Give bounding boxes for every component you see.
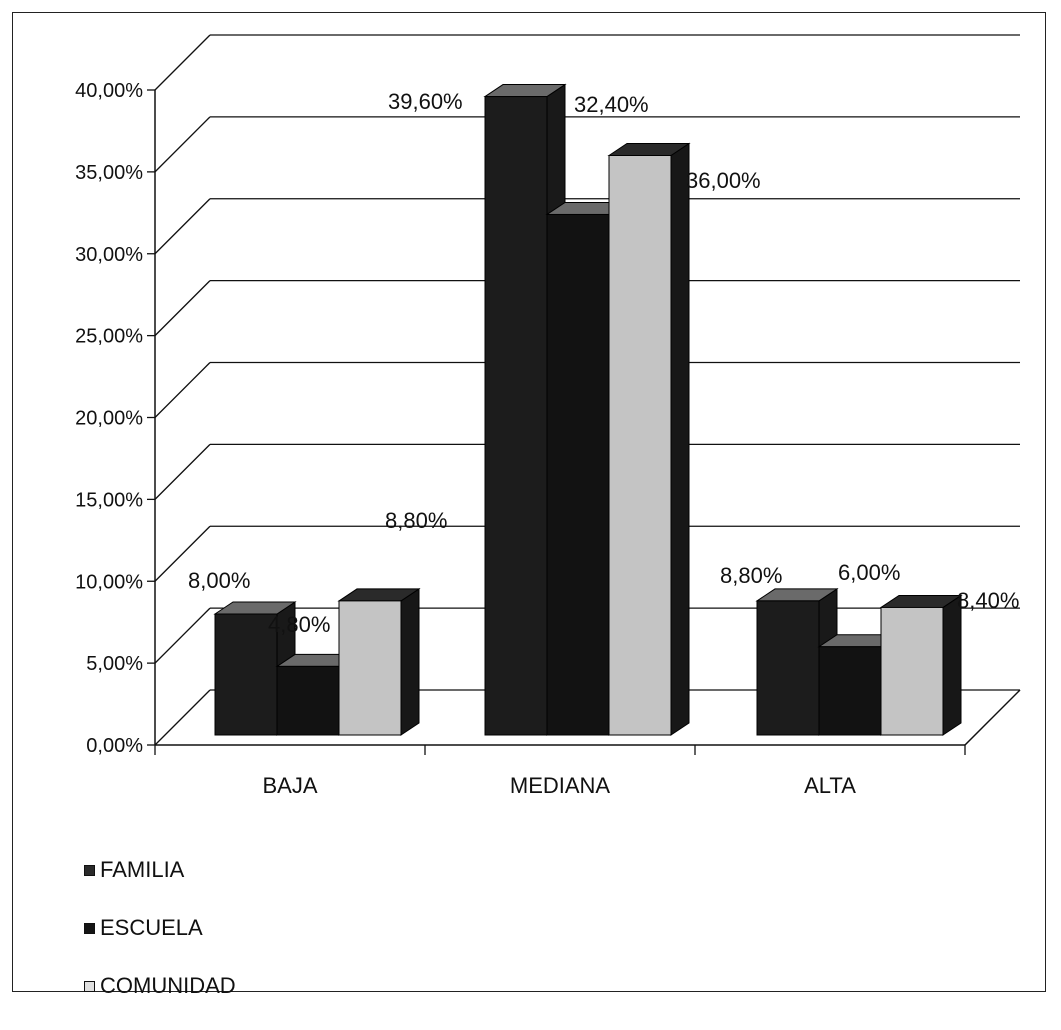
legend-swatch-comunidad	[84, 980, 95, 992]
legend-swatch-familia	[84, 864, 95, 876]
side-grid-line	[154, 198, 211, 255]
bar	[214, 613, 278, 736]
x-tick-label: MEDIANA	[510, 773, 611, 798]
y-tick-label: 0,00%	[86, 735, 143, 757]
side-grid-line	[154, 607, 211, 664]
y-tick-label: 30,00%	[75, 244, 143, 266]
data-label: 4,80%	[268, 612, 330, 637]
bar	[276, 665, 340, 736]
data-label: 8,00%	[188, 568, 250, 593]
side-grid-line	[154, 362, 211, 418]
legend-item-comunidad: COMUNIDAD	[84, 972, 236, 1000]
data-label: 39,60%	[388, 89, 463, 114]
data-label: 8,80%	[385, 508, 447, 533]
bar	[880, 606, 944, 736]
floor-edge	[964, 689, 1021, 746]
bar-side	[670, 142, 690, 736]
bar	[818, 646, 882, 736]
y-tick-label: 40,00%	[75, 80, 143, 102]
bar	[756, 600, 820, 736]
side-grid-line	[154, 525, 211, 582]
y-tick-label: 25,00%	[75, 326, 143, 348]
bar	[608, 155, 672, 736]
data-label: 6,00%	[838, 560, 900, 585]
side-grid-line	[154, 116, 211, 173]
data-label: 8,80%	[720, 563, 782, 588]
bar-side	[942, 594, 962, 736]
data-label: 32,40%	[574, 92, 649, 117]
legend-swatch-escuela	[84, 922, 95, 934]
data-label: 36,00%	[686, 168, 761, 193]
bar	[338, 600, 402, 736]
side-grid-line	[154, 280, 211, 337]
x-tick-label: ALTA	[804, 773, 856, 798]
y-tick-label: 10,00%	[75, 571, 143, 593]
data-label: 8,40%	[957, 588, 1019, 613]
y-tick-label: 5,00%	[86, 653, 143, 675]
y-tick-label: 35,00%	[75, 162, 143, 184]
y-tick-label: 20,00%	[75, 408, 143, 430]
legend-label-familia: FAMILIA	[100, 857, 185, 882]
legend-label-escuela: ESCUELA	[100, 915, 203, 940]
bar	[546, 213, 610, 736]
y-tick-label: 15,00%	[75, 489, 143, 511]
chart-plot: 0,00% 5,00% 10,00% 15,00% 20,00% 25,00% 30,00%…	[75, 34, 1021, 798]
chart-legend: FAMILIA ESCUELA COMUNIDAD	[84, 856, 236, 1030]
side-grid-line	[154, 689, 211, 746]
bar-side	[400, 587, 420, 736]
legend-item-escuela: ESCUELA	[84, 914, 236, 942]
side-grid-line	[154, 34, 211, 91]
bar	[484, 96, 548, 736]
legend-label-comunidad: COMUNIDAD	[100, 973, 236, 998]
legend-item-familia: FAMILIA	[84, 856, 236, 884]
side-grid-line	[154, 443, 211, 500]
x-tick-label: BAJA	[262, 773, 317, 798]
